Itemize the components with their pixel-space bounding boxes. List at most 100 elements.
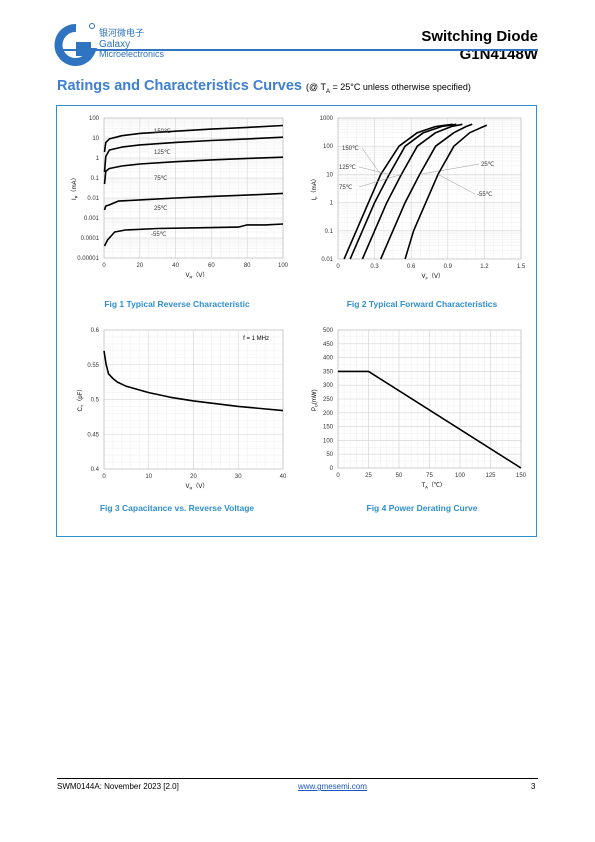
footer-doc-code: SWM0144A: November 2023 [2.0] — [57, 782, 179, 791]
condition-suffix: = 25°C unless otherwise specified) — [330, 82, 471, 92]
y-tick-label: 1 — [330, 201, 334, 207]
y-tick-label: 1 — [96, 156, 100, 162]
series-label: 150℃ — [342, 146, 359, 152]
logo-line1: Galaxy — [99, 39, 130, 50]
x-tick-label: 150 — [516, 473, 527, 479]
footer-website-link[interactable]: www.gmesemi.com — [298, 782, 367, 791]
x-tick-label: 20 — [136, 263, 143, 269]
charts-canvas: 0 20 40 60 80 1000.000010.00010.0010.010.1110… — [71, 116, 527, 491]
y-tick-label: 50 — [326, 452, 333, 458]
series-line-75℃ — [361, 123, 463, 260]
fig1-caption: Fig 1 Typical Reverse Characteristic — [104, 299, 250, 309]
y-tick-label: 0.1 — [325, 229, 334, 235]
x-tick-label: 1.2 — [480, 264, 489, 270]
series-line-25℃ — [379, 123, 473, 260]
x-tick-label: 1.5 — [517, 264, 526, 270]
x-axis-label-unit: （V） — [428, 273, 444, 280]
y-tick-label: 10 — [92, 136, 99, 142]
x-tick-label: 0.6 — [407, 264, 416, 270]
series-line-150℃ — [103, 124, 284, 153]
y-tick-label: 0.1 — [91, 176, 100, 182]
x-tick-label: 0.9 — [444, 264, 453, 270]
series-line--55℃ — [404, 124, 488, 260]
x-axis-label-sub: A — [425, 485, 428, 490]
x-tick-label: 60 — [208, 263, 215, 269]
series-line-125℃ — [349, 123, 457, 260]
y-tick-label: 0.01 — [321, 257, 333, 263]
y-tick-label: 100 — [323, 438, 334, 444]
x-tick-label: 100 — [278, 263, 289, 269]
y-axis-label-unit: （pF） — [77, 386, 84, 405]
y-tick-label: 0.0001 — [81, 236, 100, 242]
fig3-caption: Fig 3 Capacitance vs. Reverse Voltage — [99, 503, 255, 513]
series-line--55℃ — [103, 223, 284, 247]
series-line-125℃ — [103, 136, 284, 173]
plot-frame — [337, 329, 522, 469]
series-label: 150℃ — [154, 129, 171, 135]
y-axis-label: PD(mW) — [312, 389, 319, 411]
y-tick-label: 0.001 — [84, 216, 100, 222]
x-tick-label: 25 — [365, 473, 372, 479]
galaxy-logo-icon: 银河微电子 Galaxy Microelectronics — [54, 23, 165, 66]
series-label: -55℃ — [151, 232, 167, 238]
x-axis-label: VR（V） — [186, 272, 209, 280]
figures-panel: 0 20 40 60 80 100 0.00001 0.0001 0.001 0.01 0.1 1 10… — [56, 105, 537, 537]
y-tick-label: 150 — [323, 425, 334, 431]
condition-sub: A — [325, 88, 330, 95]
x-tick-label: 40 — [280, 474, 287, 480]
y-tick-label: 400 — [323, 356, 334, 362]
y-axis-label-unit: （mA） — [311, 175, 318, 196]
x-tick-label: 50 — [396, 473, 403, 479]
y-axis-label-sub: R — [74, 195, 79, 198]
chart-power-derating: 0 25 50 75 100 125 150 0 50 100 150 200 250 300 350 400… — [312, 328, 527, 490]
y-axis-label: IR（mA） — [71, 174, 79, 200]
y-tick-label: 250 — [323, 397, 334, 403]
y-tick-label: 0.4 — [91, 467, 100, 473]
footer-divider — [57, 778, 538, 779]
y-tick-label: 0.5 — [91, 398, 100, 404]
series-label: 75℃ — [154, 176, 168, 182]
x-tick-label: 20 — [190, 474, 197, 480]
x-tick-label: 0.3 — [370, 264, 379, 270]
section-condition: (@ TA = 25°C unless otherwise specified) — [306, 82, 471, 95]
x-axis-label-sub: R — [190, 275, 193, 280]
y-tick-label: 200 — [323, 411, 334, 417]
y-axis-label-unit: (mW) — [312, 389, 318, 404]
series-label-leader — [361, 147, 381, 175]
page-number: 3 — [531, 782, 536, 791]
series-label: -55℃ — [477, 192, 493, 198]
x-axis-label-unit: （V） — [192, 483, 208, 490]
y-axis-label-sub: D — [314, 404, 319, 407]
x-axis-label-unit: （℃） — [428, 482, 446, 489]
plot-frame — [103, 329, 284, 470]
y-tick-label: 0 — [330, 466, 334, 472]
x-tick-label: 0 — [102, 263, 106, 269]
y-axis-label: IF（mA） — [311, 175, 319, 200]
y-tick-label: 0.01 — [87, 196, 99, 202]
x-tick-label: 100 — [455, 473, 466, 479]
series-label: 25℃ — [481, 162, 495, 168]
series-line-25℃ — [103, 192, 284, 211]
x-axis-label: TA（℃） — [422, 482, 446, 490]
logo-chinese-text: 银河微电子 — [99, 27, 144, 38]
series-line-series-0 — [338, 370, 522, 469]
y-tick-label: 350 — [323, 369, 334, 375]
x-axis-label-sub: F — [426, 276, 429, 281]
product-type: Switching Diode — [421, 28, 538, 45]
series-label: 125℃ — [154, 150, 171, 156]
series-label: 125℃ — [339, 165, 356, 171]
chart-reverse-characteristic: 0 20 40 60 80 100 0.00001 0.0001 0.001 0.01 0.1 1 10… — [71, 116, 289, 280]
y-tick-label: 450 — [323, 342, 334, 348]
header-divider — [57, 49, 538, 51]
y-tick-label: 100 — [323, 144, 334, 150]
x-tick-label: 0 — [336, 473, 340, 479]
series-label: 75℃ — [339, 185, 353, 191]
y-tick-label: 300 — [323, 383, 334, 389]
x-tick-label: 125 — [485, 473, 496, 479]
y-axis-label-sub: T — [80, 404, 85, 407]
y-tick-label: 10 — [326, 172, 333, 178]
y-tick-label: 0.6 — [91, 328, 100, 334]
series-label-leader — [358, 166, 390, 175]
x-tick-label: 40 — [172, 263, 179, 269]
x-tick-label: 75 — [426, 473, 433, 479]
